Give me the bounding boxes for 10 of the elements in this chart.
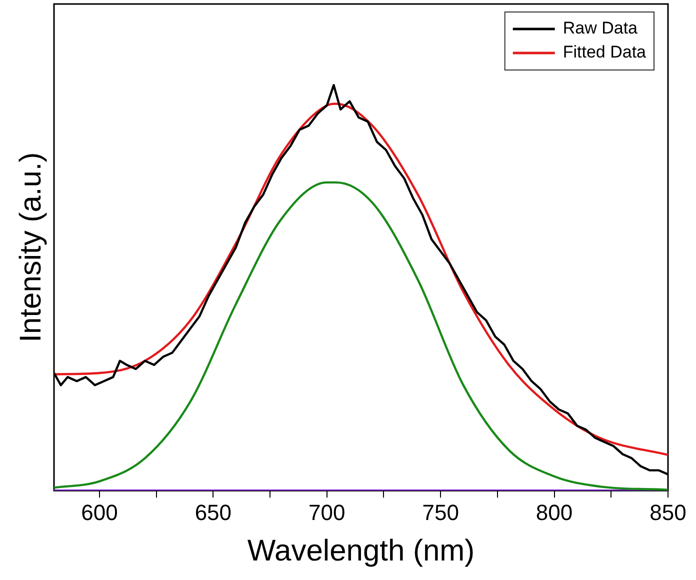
y-axis-title: Intensity (a.u.) [14, 152, 48, 342]
x-tick-label: 800 [536, 500, 573, 525]
x-tick-label: 850 [650, 500, 686, 525]
x-tick-label: 750 [422, 500, 459, 525]
x-tick-label: 600 [81, 500, 118, 525]
x-tick-label: 650 [194, 500, 232, 525]
x-tick-label: 700 [308, 500, 346, 525]
legend-label: Fitted Data [562, 42, 647, 62]
legend-label: Raw Data [562, 18, 638, 38]
x-axis-title: Wavelength (nm) [247, 534, 475, 568]
